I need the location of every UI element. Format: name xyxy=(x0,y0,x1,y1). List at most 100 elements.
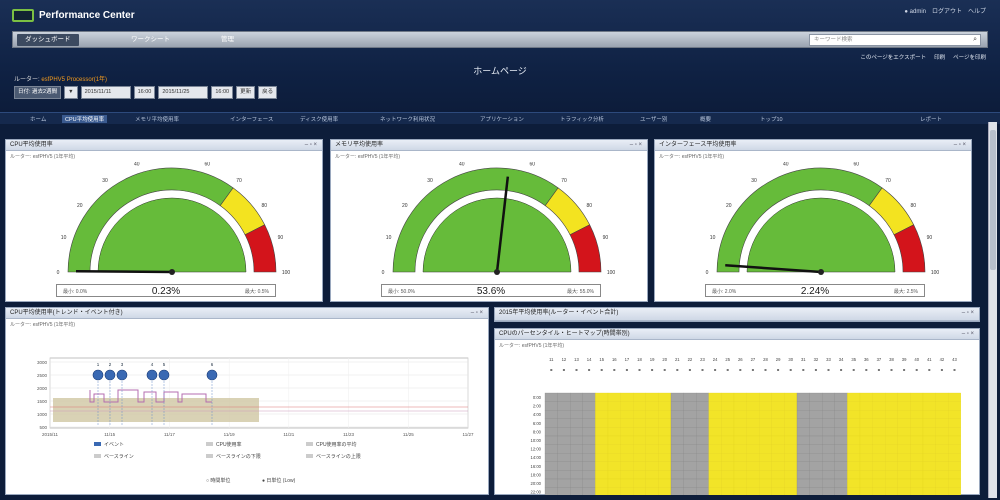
panel-controls-icon[interactable]: – ▫ × xyxy=(961,331,974,337)
heatmap-cell xyxy=(708,392,722,402)
heatmap-cell xyxy=(809,453,823,462)
heatmap-cell xyxy=(670,444,684,454)
search-icon[interactable]: ⌕ xyxy=(973,36,977,43)
tab-top10[interactable]: トップ10 xyxy=(760,117,783,123)
end-time-field[interactable]: 16:00 xyxy=(211,86,234,99)
app-title: Performance Center xyxy=(39,10,135,21)
heatmap-cell xyxy=(733,444,747,454)
heatmap-cell xyxy=(595,418,609,428)
tab-memory[interactable]: メモリ平均使用率 xyxy=(135,117,180,123)
gauge-tick-label: 40 xyxy=(459,162,465,168)
heatmap-col-label: 23 xyxy=(700,357,705,362)
panel-controls-icon[interactable]: – ▫ × xyxy=(961,310,974,316)
legend-label: ベースライン xyxy=(104,454,134,460)
page-scrollbar[interactable] xyxy=(988,122,997,498)
gauge-subtitle: ルーター: esfPHV5 (1年平均) xyxy=(335,154,401,160)
heatmap-cell xyxy=(633,392,646,402)
heatmap-cell xyxy=(759,461,772,471)
heatmap-cell xyxy=(897,487,911,495)
scrollbar-thumb[interactable] xyxy=(990,130,996,270)
heatmap-cell xyxy=(809,461,823,471)
gauge-value-box: 最小: 50.0% 53.6% 最大: 55.0% xyxy=(381,284,601,297)
heatmap-cell xyxy=(645,478,659,488)
heatmap-col-label: 17 xyxy=(625,357,630,362)
heatmap-cell xyxy=(910,392,924,402)
heatmap-cell xyxy=(620,487,634,495)
refresh-button[interactable]: 更新 xyxy=(236,86,256,99)
tab-home[interactable]: ホーム xyxy=(30,117,47,123)
tab-interface[interactable]: インターフェース xyxy=(230,117,274,123)
heatmap-col-label: 36 xyxy=(864,357,869,362)
heatmap-cell xyxy=(746,401,760,411)
heatmap-col-dot xyxy=(550,369,553,371)
tab-disk[interactable]: ディスク使用率 xyxy=(300,117,339,123)
user-area[interactable]: ● admin ログアウト ヘルプ xyxy=(904,9,986,15)
heatmap-cell xyxy=(771,427,785,437)
tab-traffic[interactable]: トラフィック分析 xyxy=(560,117,604,123)
tab-apps[interactable]: アプリケーション xyxy=(480,117,524,123)
panel-controls-icon[interactable]: – ▫ × xyxy=(304,142,317,148)
heatmap-cell xyxy=(746,444,760,454)
heatmap-cell xyxy=(620,470,634,480)
nav-tab-admin[interactable]: 管理 xyxy=(221,36,234,43)
panel-controls-icon[interactable]: – ▫ × xyxy=(953,142,966,148)
gauge-value: 53.6% xyxy=(476,286,506,297)
heatmap-cell xyxy=(935,461,949,471)
heatmap-cell xyxy=(683,410,697,419)
heatmap-cell xyxy=(658,453,672,462)
heatmap-col-dot xyxy=(562,369,565,371)
start-time-field[interactable]: 16:00 xyxy=(133,86,156,99)
tab-users[interactable]: ユーザー別 xyxy=(640,117,668,123)
tab-report[interactable]: レポート xyxy=(920,117,943,123)
heatmap-cell xyxy=(570,410,583,419)
heatmap-cell xyxy=(746,392,760,402)
tab-network[interactable]: ネットワーク利用状況 xyxy=(380,117,436,123)
heatmap-cell xyxy=(708,435,722,445)
heatmap-cell xyxy=(834,435,848,445)
chevron-down-icon[interactable]: ▼ xyxy=(64,86,78,99)
gauge-tick-label: 90 xyxy=(927,235,933,241)
nav-tab-dashboard[interactable]: ダッシュボード xyxy=(17,34,79,46)
heatmap-cell xyxy=(721,470,735,480)
gauge-max: 最大: 0.5% xyxy=(244,289,269,295)
back-button[interactable]: 戻る xyxy=(258,86,278,99)
x-tick-label: 11/27 xyxy=(463,432,474,437)
export-link[interactable]: このページをエクスポート xyxy=(860,55,927,61)
start-date-field[interactable]: 2015/11/11 xyxy=(80,86,131,99)
heatmap-cell xyxy=(607,410,621,419)
heatmap-col-dot xyxy=(676,369,679,371)
date-range-select[interactable]: 日付: 過去2週間 xyxy=(14,86,62,99)
heatmap-cell xyxy=(595,427,609,437)
nav-tab-worksheet[interactable]: ワークシート xyxy=(131,36,170,43)
main-nav: ダッシュボード ワークシート 管理 キーワード検索 ⌕ xyxy=(12,31,988,48)
print-link[interactable]: 印刷 xyxy=(934,55,946,61)
tab-cpu[interactable]: CPU平均使用率 xyxy=(62,115,108,123)
context-value[interactable]: esfPHV5 Processor(1年) xyxy=(41,77,108,83)
tab-summary[interactable]: 概要 xyxy=(700,117,712,123)
heatmap-col-dot xyxy=(663,369,666,371)
search-input[interactable]: キーワード検索 ⌕ xyxy=(809,34,981,46)
panel-title: 2015年平均使用率(ルーター・イベント合計) – ▫ × xyxy=(495,308,979,321)
panel-controls-icon[interactable]: – ▫ × xyxy=(470,310,483,316)
heatmap-col-label: 15 xyxy=(599,357,604,362)
heatmap-cell xyxy=(633,401,646,411)
y-tick-label: 1000 xyxy=(37,412,48,417)
panel-title: CPU平均使用率 – ▫ × xyxy=(6,140,322,151)
event-marker-label: 2 xyxy=(109,362,112,367)
heatmap-cell xyxy=(847,392,861,402)
heatmap-cell xyxy=(570,453,583,462)
heatmap-cell xyxy=(683,427,697,437)
heatmap-cell xyxy=(822,453,835,462)
heatmap-col-label: 18 xyxy=(637,357,642,362)
panel-controls-icon[interactable]: – ▫ × xyxy=(629,142,642,148)
end-date-field[interactable]: 2015/11/25 xyxy=(158,86,209,99)
gauge-dial xyxy=(422,197,572,273)
heatmap-row-label: 6:00 xyxy=(533,421,542,426)
heatmap-cell xyxy=(885,435,898,445)
heatmap-col-dot xyxy=(840,369,843,371)
heatmap-cell xyxy=(721,487,735,495)
heatmap-cell xyxy=(557,418,571,428)
heatmap-cell xyxy=(784,461,798,471)
heatmap-col-label: 39 xyxy=(902,357,907,362)
print-page-link[interactable]: ページを印刷 xyxy=(953,55,986,61)
